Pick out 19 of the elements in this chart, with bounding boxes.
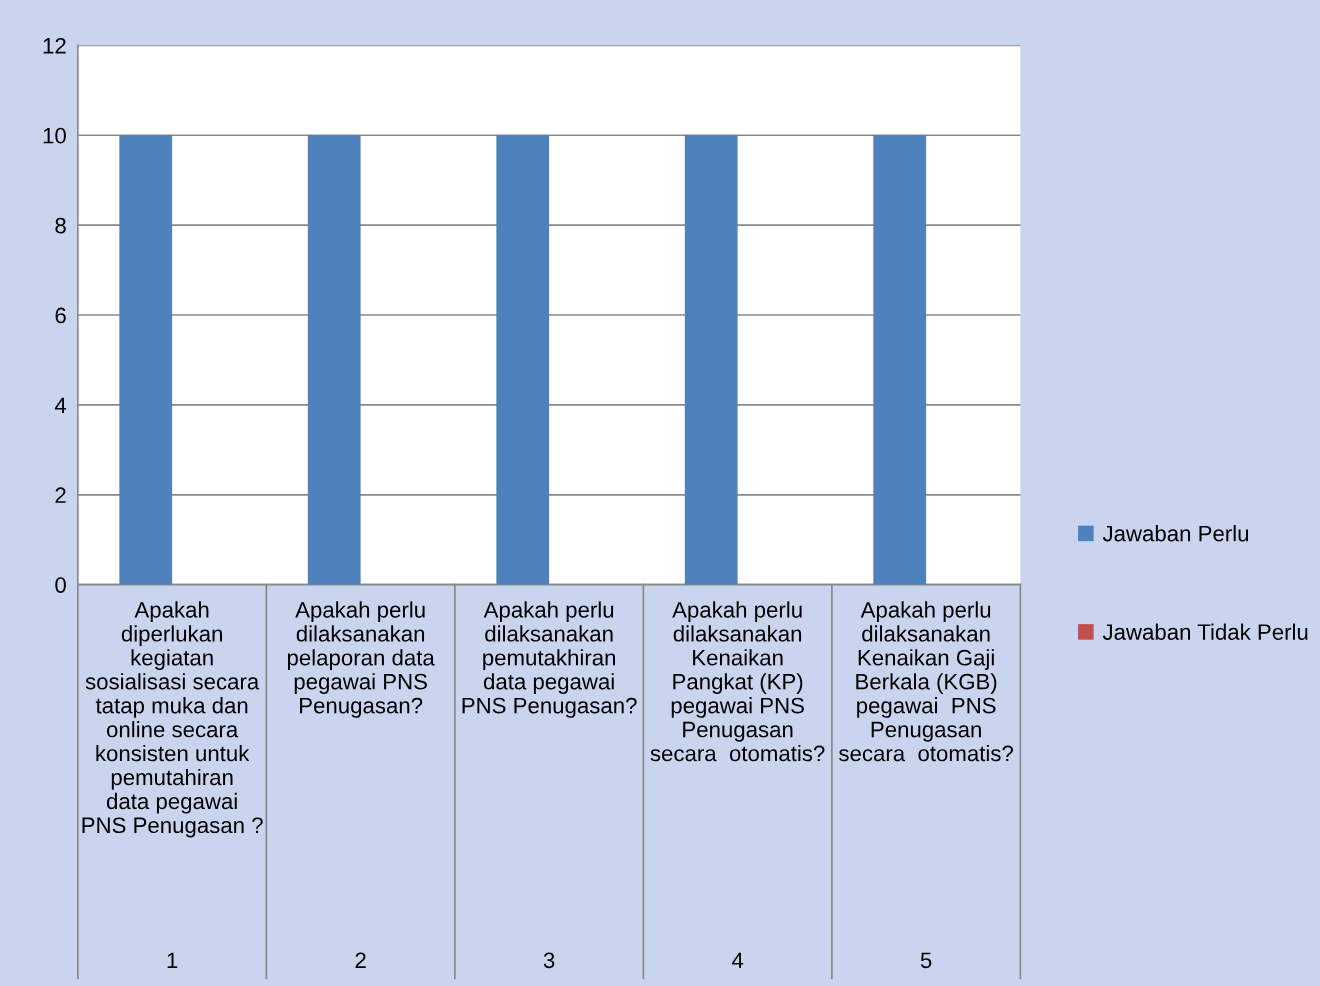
text: 4 — [731, 952, 744, 968]
legend-label: Jawaban Tidak Perlu — [1102, 623, 1308, 640]
y-tick-label: 4 — [54, 397, 67, 413]
y-tick-label: 8 — [55, 217, 66, 234]
x-tick-label: Apakah perlu dilaksanakan pemutakhiran data pegawai PNS Penugasan? — [462, 601, 637, 718]
y-tick-label: 0 — [55, 577, 66, 593]
text: 3 — [543, 952, 555, 969]
category-label: Apakah diperlukan kegiatan sosialisasi secara tatap muka dan online secara konsisten untuk pemutahiran data pegawai PNS Penugasan ? — [82, 601, 263, 838]
x-tick-label: Apakah perlu dilaksanakan pelaporan data pegawai PNS Penugasan? — [287, 601, 435, 718]
text: 2 — [355, 952, 366, 968]
y-tick-label: 12 — [43, 37, 66, 54]
text: 5 — [920, 952, 932, 969]
text: 1 — [167, 952, 178, 968]
y-tick-label: 2 — [55, 487, 66, 503]
legend-label: Jawaban Perlu — [1102, 525, 1249, 542]
y-tick-label: 6 — [55, 307, 66, 324]
x-tick-label: Apakah perlu dilaksanakan Kenaikan Gaji Berkala (KGB) pegawai PNS Penugasan secara otomatis? — [839, 601, 1013, 762]
y-tick-label: 10 — [43, 127, 66, 144]
x-tick-label: Apakah perlu dilaksanakan Kenaikan Pangkat (KP) pegawai PNS Penugasan secara otomatis? — [650, 601, 825, 762]
